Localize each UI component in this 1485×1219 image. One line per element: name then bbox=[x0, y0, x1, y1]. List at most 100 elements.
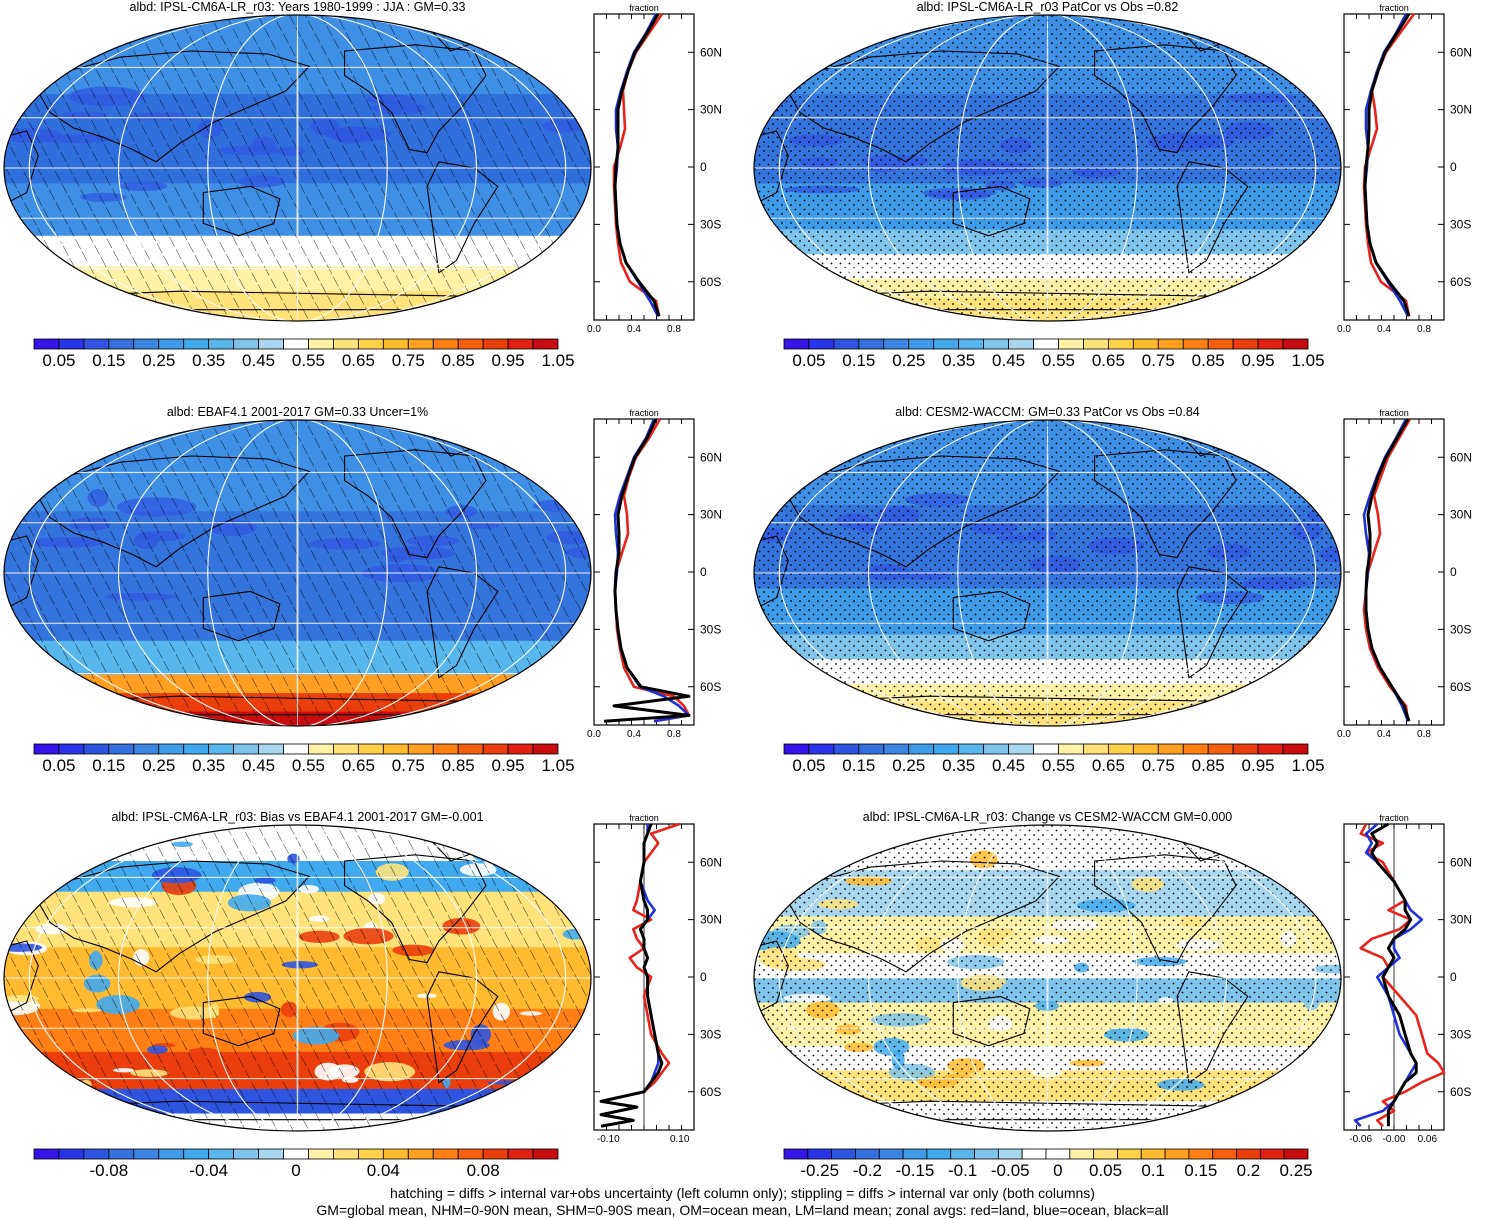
colorbar-swatch bbox=[108, 743, 135, 755]
zonal-mean-panel: 60N 30N 0 30S 60S bbox=[1343, 13, 1484, 340]
colorbar-label: 0.25 bbox=[892, 351, 926, 370]
map-border bbox=[3, 824, 592, 1132]
colorbar-swatch bbox=[958, 743, 985, 755]
zonal-title: fraction bbox=[1379, 813, 1409, 823]
colorbar-swatch bbox=[1008, 338, 1034, 350]
colorbar-swatch bbox=[974, 1148, 999, 1160]
colorbar-container bbox=[783, 338, 1309, 379]
colorbar bbox=[783, 1148, 1309, 1160]
footnote-line-1: hatching = diffs > internal var+obs unce… bbox=[390, 1185, 1095, 1201]
colorbar-swatch bbox=[1283, 1148, 1309, 1160]
panel-6: albd: IPSL-CM6A-LR_r03: Change vs CESM2-… bbox=[750, 810, 1485, 1190]
zonal-x-tick-label: 0.4 bbox=[627, 324, 641, 335]
lat-tick-label: 30N bbox=[700, 913, 722, 927]
colorbar-swatch bbox=[457, 743, 484, 755]
colorbar-label: 0.95 bbox=[491, 351, 525, 370]
zonal-series-all bbox=[1364, 418, 1411, 722]
lat-tick-label: 0 bbox=[700, 565, 707, 579]
colorbar-swatch bbox=[808, 743, 835, 755]
colorbar-swatch bbox=[808, 338, 835, 350]
colorbar-swatch bbox=[258, 338, 284, 350]
colorbar-label: 0.55 bbox=[1041, 351, 1076, 370]
colorbar-swatch bbox=[532, 1148, 559, 1160]
colorbar-swatch bbox=[1164, 1148, 1190, 1160]
colorbar-swatch bbox=[33, 338, 60, 350]
lat-tick-label: 60N bbox=[1450, 45, 1472, 59]
colorbar-swatch bbox=[908, 743, 935, 755]
colorbar-swatch bbox=[933, 743, 960, 755]
colorbar-swatch bbox=[83, 743, 110, 755]
map-svg bbox=[753, 824, 1342, 1132]
map-border bbox=[3, 419, 592, 727]
colorbar-label: 0 bbox=[291, 1161, 301, 1180]
lat-tick-label: 30S bbox=[1450, 217, 1471, 231]
colorbar-label: 0.95 bbox=[491, 756, 525, 775]
colorbar-swatch bbox=[33, 1148, 60, 1160]
longitude-line bbox=[207, 825, 388, 1131]
colorbar-swatch bbox=[1207, 338, 1234, 350]
colorbar-label: 1.05 bbox=[1291, 756, 1325, 775]
colorbar-label: 0.35 bbox=[942, 351, 976, 370]
colorbar-swatch bbox=[283, 1148, 309, 1160]
colorbar bbox=[783, 743, 1309, 755]
colorbar-swatch bbox=[1093, 1148, 1118, 1160]
colorbar-swatch bbox=[983, 743, 1009, 755]
colorbar-label: 0.65 bbox=[1091, 351, 1125, 370]
colorbar-swatch bbox=[357, 338, 384, 350]
colorbar-swatch bbox=[1182, 338, 1209, 350]
colorbar-swatch bbox=[208, 1148, 235, 1160]
colorbar-label: 0.85 bbox=[441, 351, 475, 370]
colorbar-label: 0.15 bbox=[92, 756, 126, 775]
colorbar-label: 0.05 bbox=[1088, 1161, 1123, 1180]
colorbar-container bbox=[783, 1148, 1309, 1189]
zonal-x-tick-label: 0.0 bbox=[587, 324, 601, 335]
colorbar-swatch bbox=[208, 338, 235, 350]
zonal-title: fraction bbox=[629, 813, 659, 823]
lat-tick-label: 30N bbox=[1450, 103, 1472, 117]
footnote-line-2: GM=global mean, NHM=0-90N mean, SHM=0-90… bbox=[316, 1202, 1169, 1218]
zonal-x-tick-label: 0.0 bbox=[587, 729, 601, 740]
lat-tick-label: 30N bbox=[700, 103, 722, 117]
colorbar-swatch bbox=[1259, 1148, 1285, 1160]
longitude-line bbox=[1046, 420, 1049, 726]
lat-tick-label: 60N bbox=[700, 450, 722, 464]
colorbar-swatch bbox=[283, 338, 309, 350]
colorbar-swatch bbox=[457, 1148, 484, 1160]
map-border bbox=[753, 14, 1342, 322]
colorbar-label: 0.1 bbox=[1141, 1161, 1165, 1180]
colorbar-label: 0.95 bbox=[1241, 756, 1275, 775]
colorbar-swatch bbox=[902, 1148, 928, 1160]
zonal-title: fraction bbox=[629, 408, 659, 418]
colorbar-swatch bbox=[158, 338, 185, 350]
colorbar-swatch bbox=[83, 338, 110, 350]
colorbar-swatch bbox=[950, 1148, 975, 1160]
global-map bbox=[753, 419, 1342, 727]
colorbar-swatch bbox=[333, 338, 359, 350]
longitude-line bbox=[118, 420, 477, 726]
panel-title: albd: IPSL-CM6A-LR_r03 PatCor vs Obs =0.… bbox=[916, 0, 1179, 14]
colorbar-label: 0.05 bbox=[792, 756, 826, 775]
map-svg bbox=[753, 419, 1342, 727]
longitude-line bbox=[296, 420, 299, 726]
longitude-line bbox=[28, 825, 567, 1131]
colorbar-swatch bbox=[432, 743, 459, 755]
colorbar-swatch bbox=[308, 338, 334, 350]
map-svg bbox=[753, 14, 1342, 322]
colorbar-label: 0.25 bbox=[142, 756, 176, 775]
map-anomaly bbox=[533, 838, 552, 846]
colorbar-swatch bbox=[258, 1148, 284, 1160]
zonal-x-tick-label: -0.00 bbox=[1382, 1134, 1406, 1145]
colorbar-swatch bbox=[183, 1148, 210, 1160]
colorbar-swatch bbox=[283, 743, 309, 755]
colorbar-label: 0.15 bbox=[1184, 1161, 1218, 1180]
colorbar-label: 0.65 bbox=[1091, 756, 1125, 775]
colorbar-swatch bbox=[158, 1148, 185, 1160]
colorbar-label: 0.95 bbox=[1241, 351, 1275, 370]
colorbar-label: -0.05 bbox=[990, 1161, 1030, 1180]
colorbar-container bbox=[783, 743, 1309, 784]
colorbar-swatch bbox=[1107, 338, 1134, 350]
zonal-series-all bbox=[603, 418, 691, 723]
colorbar-swatch bbox=[1033, 743, 1059, 755]
colorbar-label: 0.55 bbox=[291, 351, 326, 370]
colorbar-container bbox=[33, 1148, 559, 1189]
